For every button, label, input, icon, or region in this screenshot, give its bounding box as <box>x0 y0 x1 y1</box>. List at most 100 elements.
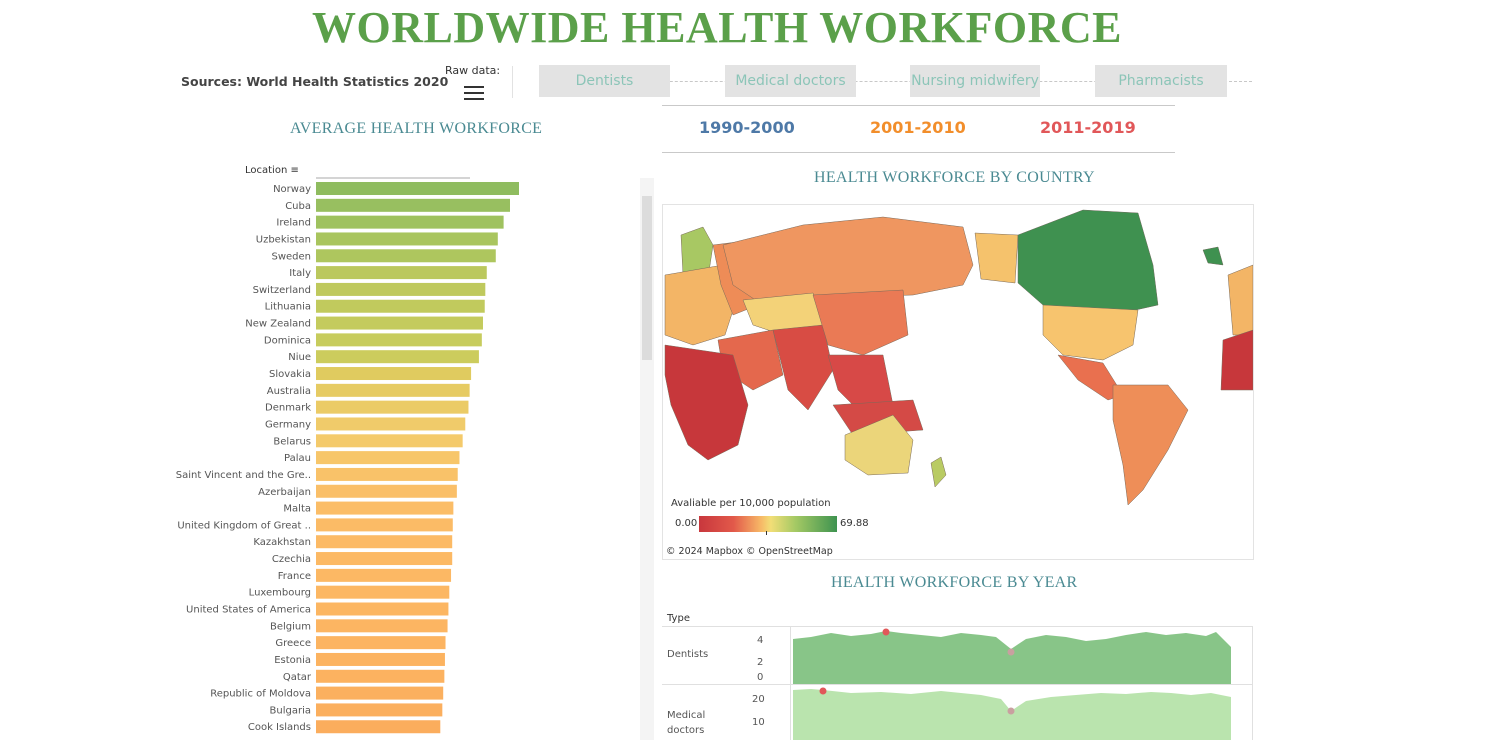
map-region-new-zealand <box>930 456 947 488</box>
tick-label: 10 <box>752 717 765 728</box>
bar <box>316 198 510 212</box>
bar-label: Cuba <box>285 201 311 212</box>
scrollbar-thumb[interactable] <box>642 196 652 360</box>
divider <box>662 626 1252 627</box>
tab-pharmacists[interactable]: Pharmacists <box>1095 65 1227 97</box>
bar-label: United States of America <box>186 605 311 616</box>
period-1990-2000[interactable]: 1990-2000 <box>699 118 795 137</box>
bar-label: Belarus <box>273 436 311 447</box>
tick-label: 0 <box>757 672 764 683</box>
bar <box>316 585 450 599</box>
bar <box>316 535 453 549</box>
bar <box>316 451 460 465</box>
bar-label: Germany <box>265 419 311 430</box>
location-column-header[interactable]: Location ≡ <box>245 165 299 176</box>
bar <box>316 383 470 397</box>
bar <box>316 703 443 717</box>
bar-label: Cook Islands <box>248 722 311 733</box>
bar-label: France <box>278 571 311 582</box>
bar <box>316 282 486 296</box>
period-2011-2019[interactable]: 2011-2019 <box>1040 118 1136 137</box>
bar-label: Norway <box>273 184 311 195</box>
bar-label: Czechia <box>272 554 311 565</box>
data-point-marker <box>1007 707 1015 715</box>
bar <box>316 316 483 330</box>
bar-label: Lithuania <box>265 302 311 313</box>
tab-medical-doctors[interactable]: Medical doctors <box>725 65 856 97</box>
bar <box>316 232 498 246</box>
bar-label: Estonia <box>274 655 311 666</box>
bar-label: Switzerland <box>253 285 311 296</box>
legend-title: Avaliable per 10,000 population <box>671 498 831 509</box>
bar-label: Azerbaijan <box>258 487 311 498</box>
legend-min: 0.00 <box>675 518 698 529</box>
legend-tick <box>766 531 767 535</box>
bar-label: Republic of Moldova <box>210 689 311 700</box>
bar <box>316 434 463 448</box>
map-region-alaska <box>974 232 1019 284</box>
bar <box>316 686 444 700</box>
bar-label: Ireland <box>276 218 311 229</box>
period-2001-2010[interactable]: 2001-2010 <box>870 118 966 137</box>
map-region-africa-east <box>1220 329 1253 391</box>
type-header: Type <box>667 613 690 624</box>
bar <box>316 299 485 313</box>
divider <box>662 105 1175 106</box>
bar <box>316 484 457 498</box>
sources-text: Sources: World Health Statistics 2020 <box>181 74 449 89</box>
map-region-australia <box>844 414 914 476</box>
divider <box>662 684 1252 685</box>
bar-label: United Kingdom of Great .. <box>177 520 311 531</box>
map-region-south-asia <box>772 324 834 411</box>
hamburger-menu-icon[interactable] <box>464 86 484 102</box>
bar <box>316 333 482 347</box>
map-region-china <box>812 289 909 356</box>
sort-icon[interactable]: ≡ <box>290 165 299 176</box>
bar <box>316 568 452 582</box>
panel-label-medical-doctors: Medical doctors <box>667 710 706 736</box>
tick-label: 4 <box>757 635 764 646</box>
bar <box>316 619 448 633</box>
avg-section-title: AVERAGE HEALTH WORKFORCE <box>290 120 543 137</box>
bar <box>316 367 472 381</box>
map-region-europe-east <box>1227 264 1253 336</box>
bar-label: Saint Vincent and the Gre.. <box>176 470 311 481</box>
data-point-marker <box>882 628 890 636</box>
map-attribution[interactable]: © 2024 Mapbox © OpenStreetMap <box>666 546 833 557</box>
axis-line <box>790 626 791 740</box>
bar <box>316 417 466 431</box>
bar <box>316 249 496 263</box>
map-region-canada <box>1017 209 1159 316</box>
bar-label: Greece <box>275 638 311 649</box>
tab-nursing-midwifery[interactable]: Nursing midwifery <box>910 65 1040 97</box>
bar-label: Bulgaria <box>270 705 311 716</box>
bar <box>316 602 449 616</box>
bar-label: Qatar <box>283 672 312 683</box>
year-section-title: HEALTH WORKFORCE BY YEAR <box>831 574 1078 591</box>
dentists-area <box>793 631 1231 684</box>
year-area-chart[interactable] <box>791 627 1251 740</box>
bar-label: New Zealand <box>245 319 311 330</box>
map-region-south-america <box>1112 384 1189 506</box>
divider <box>512 66 513 98</box>
tick-label: 20 <box>752 694 765 705</box>
bar-label: Australia <box>267 386 311 397</box>
bar <box>316 182 519 195</box>
bar <box>316 266 487 280</box>
bar-label: Italy <box>289 268 311 279</box>
bar <box>316 501 454 515</box>
medical-doctors-area <box>793 689 1231 740</box>
tab-rail <box>540 81 1252 82</box>
map-region-russia <box>722 216 974 306</box>
page-title: WORLDWIDE HEALTH WORKFORCE <box>311 3 1123 52</box>
bar <box>316 400 469 414</box>
bar-label: Dominica <box>264 335 311 346</box>
raw-data-label: Raw data: <box>445 64 501 77</box>
bar-label: Kazakhstan <box>253 537 311 548</box>
bar-label: Belgium <box>270 621 311 632</box>
map-region-usa <box>1042 304 1139 361</box>
bar-label: Slovakia <box>269 369 311 380</box>
bar <box>316 720 441 734</box>
world-map[interactable] <box>662 204 1254 560</box>
tab-dentists[interactable]: Dentists <box>539 65 670 97</box>
